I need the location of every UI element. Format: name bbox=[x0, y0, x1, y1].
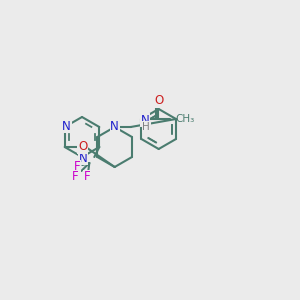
Text: N: N bbox=[62, 119, 71, 133]
Text: N: N bbox=[110, 119, 119, 133]
Text: N: N bbox=[141, 113, 150, 127]
Text: F: F bbox=[84, 170, 91, 184]
Text: N: N bbox=[79, 152, 87, 164]
Text: F: F bbox=[72, 170, 79, 184]
Text: H: H bbox=[142, 122, 150, 132]
Text: CH₃: CH₃ bbox=[176, 114, 195, 124]
Text: O: O bbox=[155, 94, 164, 107]
Text: O: O bbox=[78, 140, 87, 154]
Text: F: F bbox=[74, 160, 81, 173]
